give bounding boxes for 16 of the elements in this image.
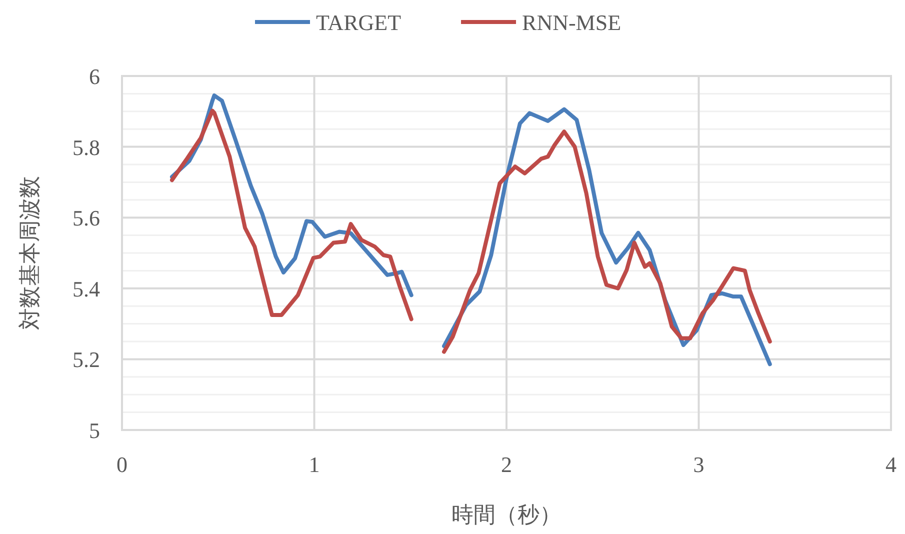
x-tick-label: 1 xyxy=(308,452,320,477)
y-axis-title: 対数基本周波数 xyxy=(17,176,42,330)
legend-label: TARGET xyxy=(316,10,402,35)
line-series xyxy=(170,108,414,322)
y-tick-label: 5.4 xyxy=(72,276,100,302)
x-tick-label: 0 xyxy=(116,452,128,477)
x-tick-label: 2 xyxy=(501,452,512,477)
y-tick-label: 5.2 xyxy=(72,347,100,372)
y-tick-label: 6 xyxy=(89,64,100,89)
y-tick-label: 5 xyxy=(89,418,100,443)
x-axis-title: 時間（秒） xyxy=(452,502,562,527)
legend-label: RNN-MSE xyxy=(522,10,622,35)
y-tick-label: 5.8 xyxy=(72,134,100,160)
y-tick-label: 5.6 xyxy=(72,206,100,231)
x-tick-label: 4 xyxy=(886,452,896,477)
x-tick-label: 3 xyxy=(693,452,704,477)
